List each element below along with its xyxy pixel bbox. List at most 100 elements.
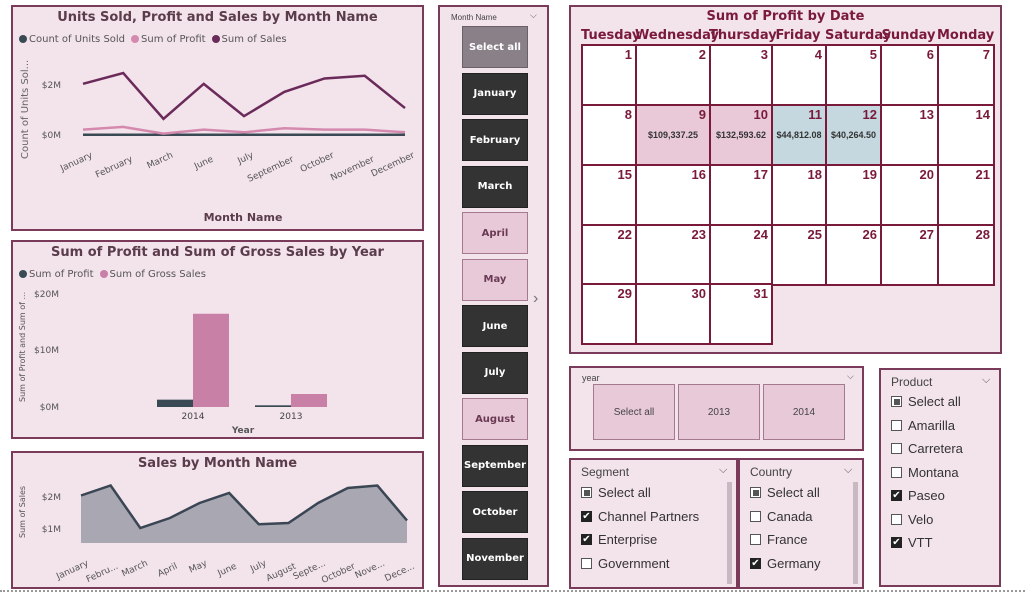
calendar-day-cell[interactable]: 12 $40,264.50: [825, 104, 882, 166]
series-line[interactable]: [80, 484, 408, 530]
series-line[interactable]: [82, 71, 406, 121]
calendar-day-cell[interactable]: 7: [937, 44, 995, 106]
calendar-day-cell[interactable]: 29: [581, 283, 637, 345]
country-option[interactable]: Canada: [750, 509, 813, 524]
month-button-september[interactable]: September: [462, 444, 528, 487]
series-line[interactable]: [82, 125, 406, 135]
calendar-day-cell[interactable]: 23: [635, 224, 711, 286]
calendar-day-cell[interactable]: 10 $132,593.62: [709, 104, 773, 166]
checkbox[interactable]: ✔: [891, 490, 902, 501]
chevron-down-icon[interactable]: ⌵: [847, 371, 854, 381]
checkbox[interactable]: [891, 466, 902, 478]
chevron-right-icon[interactable]: ›: [533, 290, 539, 307]
month-button-march[interactable]: March: [462, 165, 528, 208]
calendar-day-cell[interactable]: 3: [709, 44, 773, 106]
bar[interactable]: [291, 394, 327, 407]
checkbox[interactable]: [891, 443, 902, 454]
product-option[interactable]: Amarilla: [891, 418, 955, 433]
country-option[interactable]: France: [750, 532, 807, 547]
country-option[interactable]: Select all: [750, 485, 820, 500]
calendar-day-cell[interactable]: 27: [880, 224, 939, 286]
calendar-day-cell[interactable]: 30: [635, 283, 711, 345]
chevron-down-icon[interactable]: ⌵: [530, 10, 537, 20]
product-option[interactable]: ✔ Paseo: [891, 488, 945, 503]
segment-option[interactable]: ✔ Channel Partners: [581, 509, 699, 524]
checkbox[interactable]: [750, 487, 761, 498]
bar[interactable]: [255, 405, 291, 407]
calendar-day-cell[interactable]: 25: [771, 224, 827, 286]
month-button-january[interactable]: January: [462, 72, 528, 115]
product-option[interactable]: ✔ VTT: [891, 535, 933, 550]
profit-by-date-calendar[interactable]: Sum of Profit by Date Tuesday Wednesday Th…: [569, 5, 1002, 354]
chevron-down-icon[interactable]: ⌵: [719, 464, 728, 476]
calendar-day-cell[interactable]: 8: [581, 104, 637, 166]
scrollbar[interactable]: [853, 482, 858, 584]
checkbox[interactable]: [581, 557, 592, 569]
sales-by-month-chart[interactable]: Sales by Month Name Sum of Sales $2M $1M…: [11, 451, 424, 589]
product-option[interactable]: Velo: [891, 512, 933, 527]
checkbox[interactable]: [891, 419, 902, 431]
month-button-october[interactable]: October: [462, 491, 528, 533]
units-profit-sales-chart[interactable]: Units Sold, Profit and Sales by Month Na…: [11, 5, 424, 231]
profit-gross-sales-by-year-chart[interactable]: Sum of Profit and Sum of Gross Sales by …: [11, 240, 424, 439]
month-button-july[interactable]: July: [462, 351, 528, 394]
bar[interactable]: [157, 399, 193, 407]
month-button-february[interactable]: February: [462, 119, 528, 161]
calendar-day-cell[interactable]: 26: [825, 224, 882, 286]
year-button-2014[interactable]: 2014: [763, 384, 845, 440]
product-slicer: Product ⌵ Select all Amarilla Carretera Mon…: [879, 368, 1001, 587]
month-slicer-header: Month Name: [451, 13, 497, 22]
x-tick-label: Dece...: [383, 562, 416, 584]
calendar-day-cell[interactable]: 21: [937, 164, 995, 226]
checkbox[interactable]: [750, 534, 761, 545]
segment-option[interactable]: Government: [581, 556, 670, 571]
calendar-day-cell[interactable]: 13: [880, 104, 939, 166]
calendar-day-cell[interactable]: 9 $109,337.25: [635, 104, 711, 166]
calendar-day-cell[interactable]: 5: [825, 44, 882, 106]
checkbox[interactable]: ✔: [750, 557, 761, 569]
checkbox[interactable]: [891, 513, 902, 525]
calendar-day-cell[interactable]: 2: [635, 44, 711, 106]
calendar-day-cell[interactable]: 31: [709, 283, 773, 345]
calendar-day-cell[interactable]: 22: [581, 224, 637, 286]
month-button-may[interactable]: May: [462, 258, 528, 301]
calendar-day-cell[interactable]: 1: [581, 44, 637, 106]
calendar-day-cell[interactable]: 16: [635, 164, 711, 226]
segment-option[interactable]: Select all: [581, 485, 651, 500]
month-button-november[interactable]: November: [462, 537, 528, 580]
calendar-day-cell[interactable]: 24: [709, 224, 773, 286]
checkbox[interactable]: [581, 487, 592, 498]
calendar-day-cell[interactable]: 14: [937, 104, 995, 166]
country-option[interactable]: ✔ Germany: [750, 556, 820, 571]
calendar-day-cell[interactable]: 17: [709, 164, 773, 226]
checkbox[interactable]: ✔: [891, 537, 902, 548]
calendar-day-cell[interactable]: 28: [937, 224, 995, 286]
checkbox[interactable]: ✔: [581, 534, 592, 545]
calendar-day-cell[interactable]: 15: [581, 164, 637, 226]
product-option[interactable]: Carretera: [891, 441, 963, 456]
calendar-day-cell[interactable]: 20: [880, 164, 939, 226]
checkbox[interactable]: [750, 510, 761, 522]
year-button-2013[interactable]: 2013: [678, 384, 760, 440]
product-option[interactable]: Select all: [891, 394, 961, 409]
month-button-august[interactable]: August: [462, 398, 528, 440]
calendar-day-cell[interactable]: 6: [880, 44, 939, 106]
calendar-day-cell[interactable]: 4: [771, 44, 827, 106]
calendar-day-cell[interactable]: 19: [825, 164, 882, 226]
country-header: Country: [750, 465, 793, 479]
checkbox[interactable]: ✔: [581, 510, 592, 522]
chevron-down-icon[interactable]: ⌵: [844, 464, 853, 476]
segment-option[interactable]: ✔ Enterprise: [581, 532, 657, 547]
bar[interactable]: [193, 313, 229, 407]
month-button-april[interactable]: April: [462, 212, 528, 254]
year-button-select-all[interactable]: Select all: [593, 384, 675, 440]
checkbox[interactable]: [891, 396, 902, 407]
product-option[interactable]: Montana: [891, 465, 959, 480]
chevron-down-icon[interactable]: ⌵: [982, 374, 991, 386]
calendar-day-cell[interactable]: 18: [771, 164, 827, 226]
month-button-select-all[interactable]: Select all: [462, 26, 528, 68]
calendar-day-cell[interactable]: 11 $44,812.08: [771, 104, 827, 166]
x-tick-label: June: [216, 561, 239, 579]
scrollbar[interactable]: [727, 482, 732, 584]
month-button-june[interactable]: June: [462, 305, 528, 347]
